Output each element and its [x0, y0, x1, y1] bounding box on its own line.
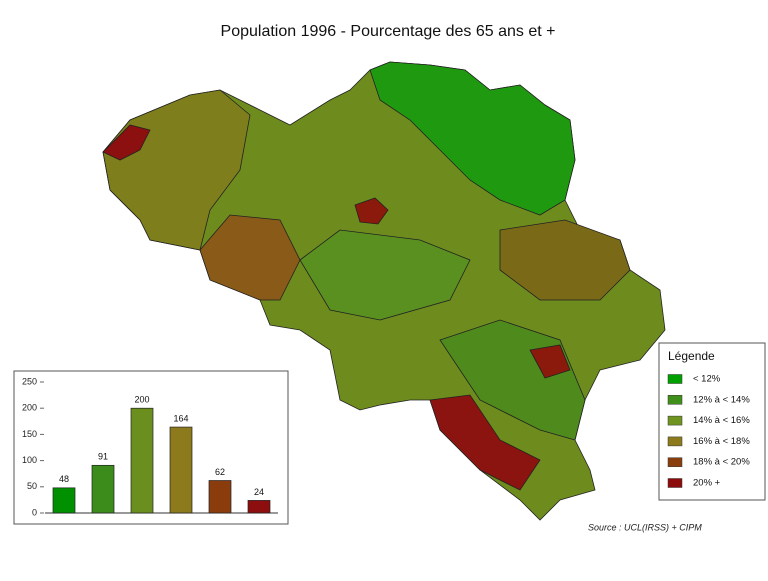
bar	[91, 464, 115, 514]
region-hainaut	[199, 214, 301, 301]
legend-label: 14% à < 16%	[693, 415, 750, 426]
bar	[208, 480, 232, 514]
y-tick-label: 50	[27, 481, 37, 491]
value-label: 48	[59, 474, 69, 484]
bar	[247, 500, 271, 514]
legend-swatch	[667, 415, 683, 426]
y-tick-label: 250	[22, 376, 37, 386]
value-label: 24	[254, 487, 264, 497]
legend-label: 16% à < 18%	[693, 436, 750, 447]
region-coast	[102, 124, 151, 161]
value-label: 91	[98, 452, 108, 462]
legend-swatch	[667, 374, 683, 384]
legend-swatch	[667, 436, 683, 447]
value-label: 200	[134, 395, 149, 405]
legend-swatch	[667, 478, 683, 488]
legend-swatch	[667, 395, 683, 405]
legend: Légende < 12% 12% à < 14% 14% à < 16% 16% à…	[658, 342, 766, 501]
histogram-inset: 0 50 100 150 200 250 48 91 200 164 62 24	[13, 370, 289, 525]
bar	[169, 426, 193, 514]
value-label: 62	[215, 467, 225, 477]
region-north-east	[369, 61, 576, 216]
title: Population 1996 - Pourcentage des 65 ans…	[221, 23, 556, 40]
map	[102, 61, 666, 521]
legend-label: 20% +	[693, 478, 721, 489]
legend-label: < 12%	[693, 374, 721, 385]
region-brussels	[354, 197, 389, 225]
legend-swatch	[667, 457, 683, 467]
source: Source : UCL(IRSS) + CIPM	[588, 522, 702, 532]
legend-title: Légende	[668, 349, 715, 363]
bar	[130, 407, 154, 514]
legend-label: 18% à < 20%	[693, 457, 750, 468]
y-tick-label: 100	[22, 455, 37, 465]
region-south	[429, 394, 541, 491]
legend-label: 12% à < 14%	[693, 394, 750, 405]
y-tick-label: 200	[22, 403, 37, 413]
bar	[52, 487, 76, 514]
y-tick-label: 0	[32, 507, 37, 517]
y-tick-label: 150	[22, 429, 37, 439]
value-label: 164	[173, 413, 188, 423]
region-east-red	[529, 344, 571, 379]
region-center	[299, 229, 471, 321]
region-liege	[499, 219, 631, 301]
